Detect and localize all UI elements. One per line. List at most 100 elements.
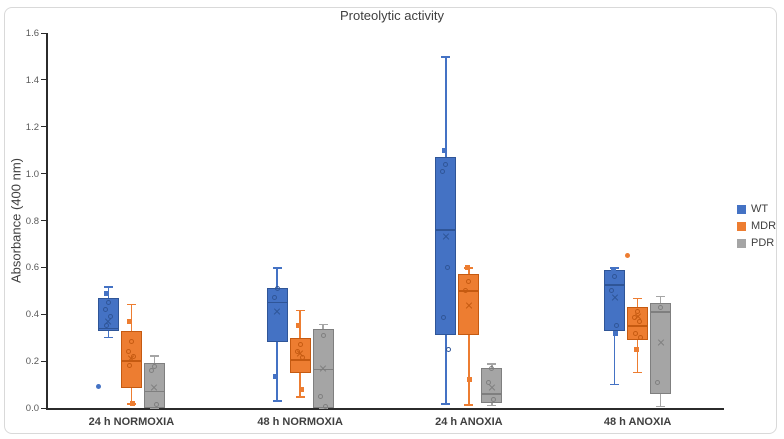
data-point-square xyxy=(633,346,639,352)
data-point xyxy=(130,353,136,359)
whisker-cap-bottom xyxy=(103,336,113,339)
mean-marker xyxy=(465,302,473,310)
y-axis-tick xyxy=(41,360,46,362)
y-axis-tick xyxy=(41,173,46,175)
data-point xyxy=(612,274,618,280)
data-point xyxy=(294,349,300,355)
outlier-point xyxy=(625,253,631,259)
median-line xyxy=(120,360,142,362)
whisker-cap-top xyxy=(295,309,305,312)
whisker-cap-top xyxy=(272,267,282,269)
data-point xyxy=(637,318,643,324)
data-point-square xyxy=(610,267,616,273)
data-point-square xyxy=(129,400,135,406)
plot-area: 0.0 0.2 0.4 0.6 0.8 1.0 1.2 1.4 1.6 24 h NORMOXIA… xyxy=(26,28,724,428)
median-line xyxy=(481,393,503,395)
mean-marker xyxy=(488,384,496,392)
x-axis-line xyxy=(46,408,724,410)
data-point xyxy=(440,168,446,174)
data-point xyxy=(107,314,113,320)
data-point-square xyxy=(104,290,110,296)
y-axis-tick-label: 1.4 xyxy=(25,74,39,86)
y-axis-tick xyxy=(41,126,46,128)
data-point xyxy=(317,393,323,399)
data-point xyxy=(441,315,447,321)
median-line xyxy=(143,390,165,393)
legend-swatch xyxy=(737,204,746,214)
y-axis-tick-label: 0.2 xyxy=(25,356,39,368)
y-axis-tick xyxy=(41,313,46,315)
data-point xyxy=(466,278,472,284)
mean-marker xyxy=(611,294,619,302)
whisker-cap-bottom xyxy=(272,399,282,402)
data-point xyxy=(322,404,328,410)
whisker-cap-top xyxy=(126,303,136,306)
box xyxy=(435,157,457,336)
median-line xyxy=(604,284,626,286)
box xyxy=(650,302,672,394)
data-point xyxy=(148,368,154,373)
whisker-cap-bottom xyxy=(441,403,451,406)
data-point xyxy=(614,323,620,329)
whisker-cap-bottom xyxy=(610,383,620,386)
y-axis-tick xyxy=(41,266,46,268)
whisker-cap-top xyxy=(487,363,497,366)
legend-label: WT xyxy=(751,203,769,215)
whisker-cap-bottom xyxy=(633,371,643,374)
x-axis-category-label: 48 h ANOXIA xyxy=(603,416,672,428)
whisker-cap-top xyxy=(318,323,328,326)
data-point-square xyxy=(296,323,302,329)
data-point xyxy=(658,304,664,310)
data-point xyxy=(489,365,495,371)
median-line xyxy=(650,311,672,313)
data-point xyxy=(463,288,469,294)
legend-label: MDR xyxy=(751,220,777,232)
y-axis-tick-label: 0.8 xyxy=(25,215,39,227)
data-point-square xyxy=(467,376,473,382)
y-axis-tick xyxy=(41,79,46,81)
data-point-square xyxy=(298,386,304,392)
data-point xyxy=(105,300,111,306)
whisker-cap-top xyxy=(103,286,113,288)
y-axis-tick-label: 1.0 xyxy=(25,168,39,180)
x-axis-category-label: 24 h NORMOXIA xyxy=(88,416,175,428)
data-point-square xyxy=(127,318,133,324)
whisker-cap-top xyxy=(149,355,159,357)
data-point xyxy=(103,323,109,329)
data-point-square xyxy=(273,373,279,379)
median-line xyxy=(435,229,457,231)
data-point xyxy=(638,335,644,341)
y-axis-line xyxy=(46,33,48,410)
data-point xyxy=(609,288,615,294)
y-axis-tick-label: 0.6 xyxy=(25,262,39,274)
y-axis-tick xyxy=(41,220,46,221)
whisker-cap-bottom xyxy=(487,404,497,407)
median-line xyxy=(627,325,649,327)
data-point xyxy=(125,349,131,355)
data-point xyxy=(271,295,277,301)
legend-swatch xyxy=(737,221,746,231)
data-point xyxy=(486,379,492,385)
data-point xyxy=(445,264,451,270)
median-line xyxy=(266,301,288,304)
y-axis-tick-label: 1.6 xyxy=(25,28,39,39)
outlier-point xyxy=(95,384,101,390)
data-point xyxy=(632,315,638,321)
data-point xyxy=(126,363,132,369)
y-axis-tick-label: 0.4 xyxy=(25,309,39,321)
whisker-cap-top xyxy=(656,295,666,298)
data-point xyxy=(446,346,452,352)
legend: WT MDR PDR xyxy=(737,203,776,254)
data-point xyxy=(102,307,108,313)
whisker-line xyxy=(468,267,470,405)
data-point xyxy=(635,309,641,315)
whisker-cap-top xyxy=(633,297,643,300)
whisker-cap-bottom xyxy=(464,403,474,406)
data-point-square xyxy=(464,264,470,270)
mean-marker xyxy=(273,308,281,316)
legend-swatch xyxy=(737,238,746,248)
legend-item: PDR xyxy=(737,237,776,249)
mean-marker xyxy=(319,364,327,372)
chart-title: Proteolytic activity xyxy=(339,8,445,23)
